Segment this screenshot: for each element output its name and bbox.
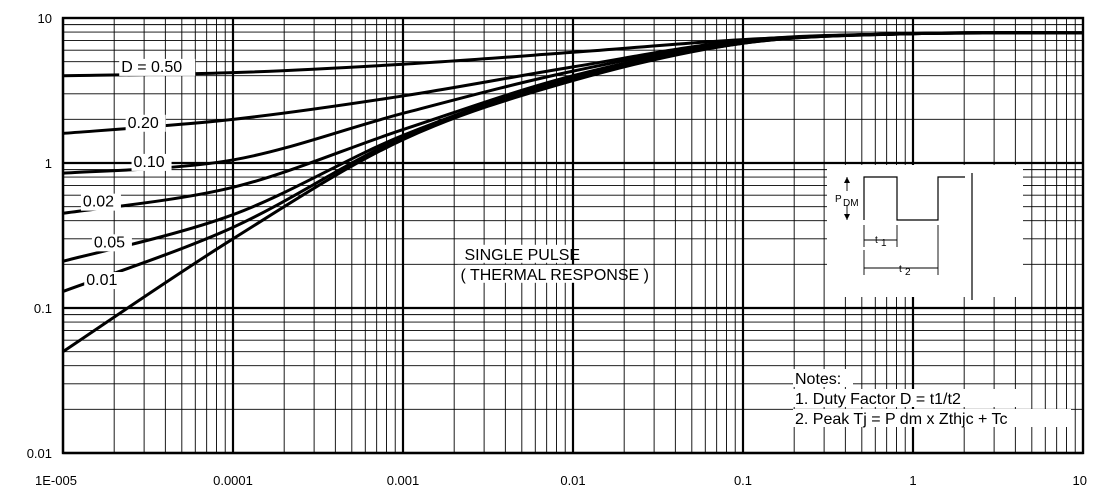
note-line: 2. Peak Tj = P dm x Zthjc + Tc (795, 411, 1008, 428)
curve-label: 0.02 (83, 194, 114, 211)
curve-label-bg (125, 114, 166, 132)
annotation-bg (457, 264, 610, 283)
inset-background (827, 165, 1023, 297)
curve-label: 0.05 (94, 234, 125, 251)
x-tick-label: 10 (1073, 473, 1087, 488)
tick-labels: 1E-005 0.0001 0.001 0.01 0.1 1 10 0.01 0.1 1 10 (27, 11, 1087, 488)
annotation-line-1: SINGLE PULSE (464, 247, 580, 264)
t1-label: t (875, 235, 878, 246)
notes: Notes: 1. Duty Factor D = t1/t2 2. Peak Tj… (793, 369, 1071, 428)
curve-label-bg (91, 234, 132, 252)
pdm-label: P (835, 194, 842, 205)
curve-label: 0.01 (86, 272, 117, 289)
notes-bg (793, 369, 853, 387)
notes-bg (793, 409, 1071, 427)
curve-label-bg (119, 58, 196, 76)
y-tick-label: 1 (45, 156, 52, 171)
annotation-bg (461, 244, 567, 263)
curve-label: 0.20 (128, 115, 159, 132)
x-tick-label: 0.01 (560, 473, 585, 488)
t1-subscript: 1 (881, 238, 887, 249)
arrow-head (844, 177, 850, 183)
series-line-7 (62, 31, 1084, 353)
t2-label: t (899, 264, 902, 275)
y-tick-label: 10 (38, 11, 52, 26)
notes-bg (793, 389, 1021, 407)
note-line: 1. Duty Factor D = t1/t2 (795, 391, 961, 408)
curve-label-bg (131, 153, 172, 171)
notes-title: Notes: (795, 371, 841, 388)
pulse-inset: P DMt 1t 2 (827, 165, 1023, 300)
curve-label: 0.10 (134, 154, 165, 171)
arrow-head (844, 214, 850, 220)
curves (62, 31, 1084, 353)
x-tick-label: 1 (909, 473, 916, 488)
curve-label-bg (84, 272, 125, 290)
curve-labels: D = 0.50 0.20 0.10 0.02 0.05 0.01 SINGLE PULSE… (80, 58, 649, 290)
curve-label-bg (80, 193, 121, 211)
t2-subscript: 2 (905, 267, 911, 278)
x-tick-label: 0.001 (387, 473, 420, 488)
x-tick-label: 0.0001 (213, 473, 253, 488)
y-tick-label: 0.1 (34, 301, 52, 316)
pdm-bg (833, 191, 863, 205)
pulse-waveform (863, 176, 965, 221)
curve-label: D = 0.50 (121, 59, 182, 76)
pdm-subscript: DM (843, 198, 859, 209)
x-tick-label: 1E-005 (35, 473, 77, 488)
annotation-line-2: ( THERMAL RESPONSE ) (460, 267, 648, 284)
x-tick-label: 0.1 (734, 473, 752, 488)
y-tick-label: 0.01 (27, 446, 52, 461)
plot-frame (61, 16, 1085, 455)
